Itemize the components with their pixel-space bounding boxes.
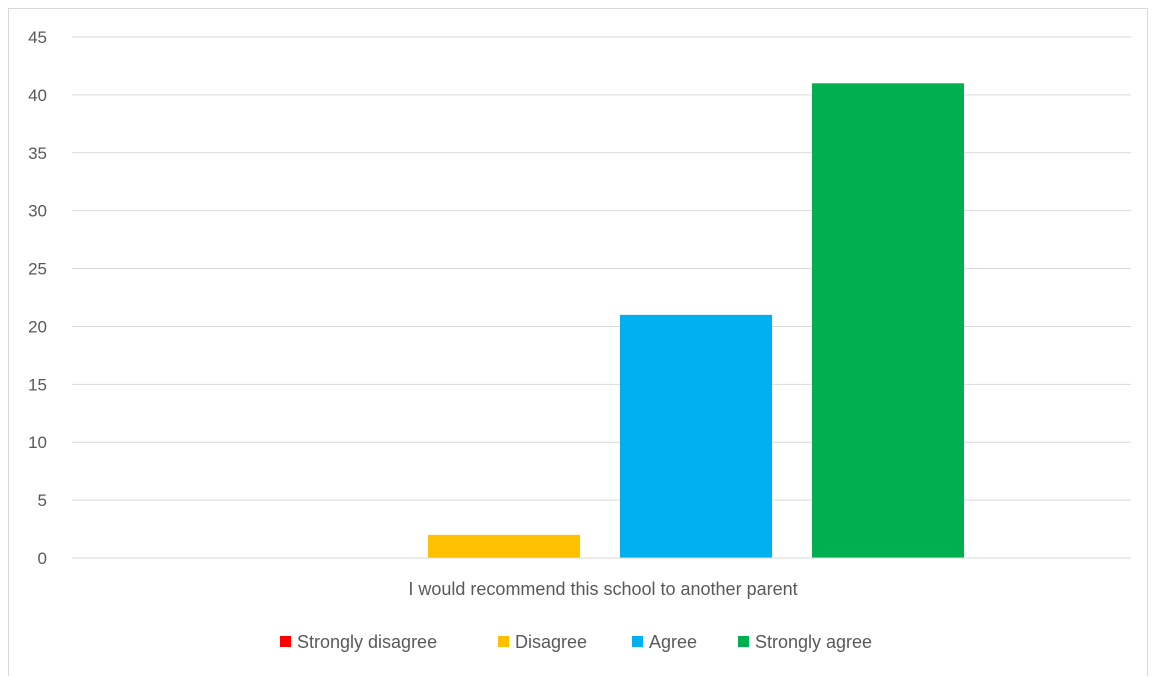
legend: Strongly disagree Disagree Agree Strongly a… [280,632,872,652]
y-tick-label: 25 [28,260,47,279]
legend-swatch [738,636,749,647]
bar-disagree [428,534,580,558]
y-tick-label: 45 [28,28,47,47]
y-axis-ticks: 0 5 10 15 20 25 30 35 40 45 [28,28,47,568]
y-tick-label: 40 [28,86,47,105]
chart-frame [8,8,1148,676]
y-tick-label: 10 [28,433,47,452]
legend-swatch [280,636,291,647]
bars [428,83,964,559]
y-tick-label: 0 [38,549,47,568]
legend-label: Agree [649,632,697,652]
bar-agree [620,314,772,558]
gridlines [72,36,1131,501]
y-tick-label: 30 [28,202,47,221]
y-tick-label: 5 [38,491,47,510]
legend-label: Strongly disagree [297,632,437,652]
y-tick-label: 15 [28,375,47,394]
category-label: I would recommend this school to another… [408,579,797,599]
bar-strongly-agree [812,83,964,559]
legend-swatch [498,636,509,647]
legend-label: Disagree [515,632,587,652]
legend-swatch [632,636,643,647]
y-tick-label: 20 [28,317,47,336]
y-tick-label: 35 [28,144,47,163]
legend-label: Strongly agree [755,632,872,652]
